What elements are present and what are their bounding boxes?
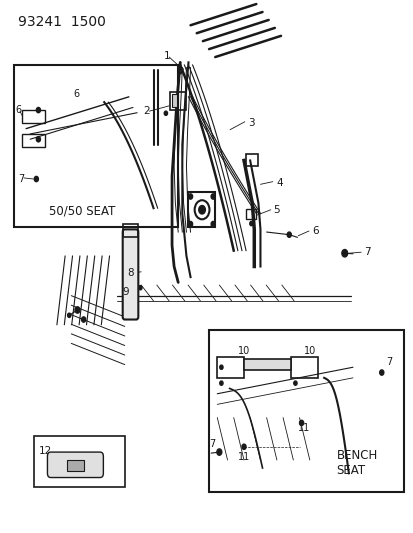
Circle shape [188,221,192,227]
Bar [170,92,186,110]
Bar [291,357,317,378]
Bar [34,436,124,487]
Bar [22,134,45,147]
Circle shape [188,194,192,199]
Circle shape [219,381,223,385]
Text: 1: 1 [164,51,170,61]
Bar [14,65,178,227]
FancyBboxPatch shape [47,452,103,478]
Bar [243,359,291,370]
Circle shape [293,381,297,385]
Circle shape [138,286,142,290]
Text: 2: 2 [143,106,150,116]
Text: 50/50 SEAT: 50/50 SEAT [49,204,115,217]
Text: BENCH
SEAT: BENCH SEAT [336,449,377,477]
Circle shape [67,313,71,317]
Circle shape [164,111,167,115]
Text: 9: 9 [121,287,128,297]
Text: 93241  1500: 93241 1500 [18,14,105,29]
Text: 8: 8 [126,269,133,278]
Text: 3: 3 [247,118,254,128]
Text: 6: 6 [16,105,22,115]
Circle shape [34,176,38,182]
Bar [245,209,256,219]
Text: 12: 12 [38,446,52,456]
Circle shape [56,462,61,468]
Text: 4: 4 [275,178,282,188]
Bar [188,192,215,227]
Circle shape [241,444,245,449]
Bar [245,154,258,166]
Circle shape [249,221,252,225]
Text: 10: 10 [237,346,249,357]
Bar [67,460,83,471]
Circle shape [287,232,291,237]
Circle shape [81,317,85,322]
Bar [172,94,178,108]
Text: 11: 11 [237,453,249,463]
Text: 10: 10 [303,346,315,357]
Bar [217,357,243,378]
Circle shape [36,108,40,113]
Text: 7: 7 [18,174,24,184]
Bar [209,330,404,492]
FancyBboxPatch shape [122,229,138,319]
Circle shape [211,194,215,199]
Text: 6: 6 [73,89,79,99]
Circle shape [36,136,40,142]
Circle shape [216,449,221,455]
Text: 7: 7 [363,247,370,257]
Text: 5: 5 [273,205,280,215]
Text: 6: 6 [311,226,318,236]
Text: 11: 11 [297,423,309,433]
Text: 7: 7 [209,439,215,449]
Circle shape [75,307,80,313]
Circle shape [341,249,347,257]
Circle shape [198,206,205,214]
Circle shape [299,420,303,425]
Circle shape [379,370,383,375]
Circle shape [211,221,215,227]
Text: 7: 7 [385,357,391,367]
Bar [22,110,45,123]
Circle shape [219,365,223,369]
Bar [122,224,138,237]
